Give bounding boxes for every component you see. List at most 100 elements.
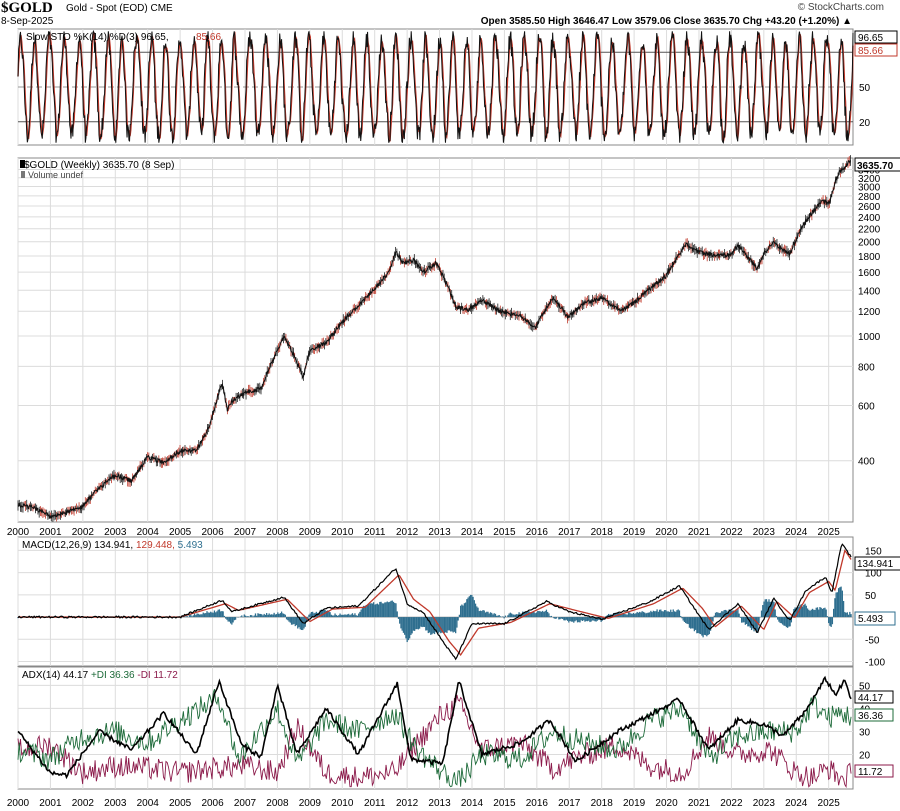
- adx-legend-minus: -DI 11.72: [137, 670, 178, 681]
- ohlc-summary: Open 3585.50 High 3646.47 Low 3579.06 Cl…: [480, 16, 852, 27]
- x-tick-label: 2012: [396, 527, 419, 538]
- plus-di-line: [17, 688, 852, 788]
- price-y-tick: 2400: [858, 213, 881, 224]
- adx-badge: [854, 690, 894, 704]
- adx-legend-main: ADX(14) 44.17: [22, 670, 91, 681]
- x-tick-label: 2003: [104, 527, 127, 538]
- macd-legend-main: MACD(12,26,9) 134.941,: [22, 540, 136, 551]
- x-tick-label: 2023: [753, 527, 776, 538]
- x-tick-label: 2025: [818, 527, 841, 538]
- x-tick-label: 2004: [137, 527, 160, 538]
- x-tick-label: 2001: [39, 527, 62, 538]
- price-y-tick: 2600: [858, 202, 881, 213]
- x-tick-label: 2025: [818, 798, 841, 809]
- x-tick-label: 2010: [331, 527, 354, 538]
- x-tick-label: 2008: [266, 527, 289, 538]
- x-tick-label: 2019: [623, 798, 646, 809]
- x-tick-label: 2000: [7, 527, 30, 538]
- symbol-title: $GOLD: [1, 0, 53, 16]
- brand-label: © StockCharts.com: [797, 2, 884, 13]
- x-tick-label: 2006: [201, 527, 224, 538]
- x-tick-label: 2014: [461, 527, 484, 538]
- macd-y-tick: -100: [865, 658, 885, 669]
- stochastic-legend: Slow STO %K(14) %D(3) 96.65,: [26, 32, 169, 43]
- x-tick-label: 2021: [688, 527, 711, 538]
- x-tick-label: 2022: [720, 527, 743, 538]
- price-y-tick: 1200: [858, 307, 881, 318]
- stochastic-d-badge: [854, 43, 898, 57]
- macd-y-tick: 150: [865, 546, 882, 557]
- macd-legend-hist: 5.493: [178, 540, 203, 551]
- x-tick-label: 2002: [72, 527, 95, 538]
- x-tick-label: 2007: [234, 527, 257, 538]
- panel-frame-macd: [17, 536, 854, 667]
- x-tick-label: 2006: [201, 798, 224, 809]
- minus-di-line: [17, 694, 852, 789]
- x-tick-label: 2021: [688, 798, 711, 809]
- x-tick-label: 2004: [137, 798, 160, 809]
- price-last-value: 3635.70: [857, 161, 894, 172]
- stochastic-k-badge: [854, 30, 898, 44]
- x-tick-label: 2002: [72, 798, 95, 809]
- x-tick-label: 2012: [396, 798, 419, 809]
- stochastic-y-tick: 20: [859, 118, 871, 129]
- volume-legend: Volume undef: [28, 170, 84, 180]
- macd-legend: MACD(12,26,9) 134.941, 129.448, 5.493: [22, 540, 203, 551]
- stochastic-k-line: [17, 29, 854, 145]
- adx-legend: ADX(14) 44.17 +DI 36.36 -DI 11.72: [22, 670, 178, 681]
- x-tick-label: 2013: [428, 798, 451, 809]
- x-tick-label: 2005: [169, 527, 192, 538]
- price-line: [17, 159, 852, 520]
- x-tick-label: 2016: [526, 798, 549, 809]
- macd-last-value: 134.941: [857, 559, 894, 570]
- adx-line: [17, 675, 852, 780]
- x-tick-label: 2011: [364, 798, 386, 809]
- x-tick-label: 2024: [785, 527, 808, 538]
- x-tick-label: 2009: [299, 798, 322, 809]
- minus-di-badge: [854, 764, 894, 778]
- x-tick-label: 2019: [623, 527, 646, 538]
- x-tick-label: 2015: [493, 798, 516, 809]
- price-y-tick: 2800: [858, 192, 881, 203]
- symbol-description: Gold - Spot (EOD) CME: [66, 3, 173, 14]
- price-y-tick: 1800: [858, 252, 881, 263]
- x-tick-label: 2009: [299, 527, 322, 538]
- macd-y-tick: 100: [865, 569, 882, 580]
- price-y-tick: 600: [858, 402, 875, 413]
- stochastic-y-tick: 50: [859, 83, 871, 94]
- macd-hist-value: 5.493: [858, 614, 883, 625]
- price-legend-icon: [20, 160, 25, 168]
- price-last-badge: [854, 157, 900, 172]
- panel-frame-price: [17, 157, 854, 523]
- x-tick-label: 2005: [169, 798, 192, 809]
- price-y-tick: 400: [858, 457, 875, 468]
- x-tick-label: 2024: [785, 798, 808, 809]
- x-tick-label: 2020: [655, 798, 678, 809]
- x-tick-label: 2011: [364, 527, 386, 538]
- x-tick-label: 2014: [461, 798, 484, 809]
- price-y-tick: 1600: [858, 268, 881, 279]
- x-tick-label: 2022: [720, 798, 743, 809]
- x-tick-label: 2020: [655, 527, 678, 538]
- price-y-tick: 2000: [858, 238, 881, 249]
- x-tick-label: 2017: [558, 527, 581, 538]
- price-legend: $GOLD (Weekly) 3635.70 (8 Sep): [24, 160, 174, 171]
- stochastic-legend-d: 85.66: [196, 32, 221, 43]
- x-tick-label: 2018: [591, 527, 614, 538]
- x-tick-label: 2007: [234, 798, 257, 809]
- adx-y-tick: 20: [859, 750, 871, 761]
- adx-y-tick: 50: [859, 681, 871, 692]
- price-y-tick: 3200: [858, 174, 881, 185]
- adx-value: 44.17: [858, 693, 883, 704]
- macd-hist-badge: [854, 611, 896, 626]
- macd-y-tick: -50: [865, 635, 880, 646]
- panel-frame-adx: [17, 666, 854, 790]
- x-tick-label: 2013: [428, 527, 451, 538]
- macd-histogram: [17, 586, 852, 643]
- macd-legend-signal: 129.448,: [136, 540, 178, 551]
- x-tick-label: 2015: [493, 527, 516, 538]
- adx-legend-plus: +DI 36.36: [91, 670, 137, 681]
- price-y-tick: 2200: [858, 225, 881, 236]
- price-y-tick: 1000: [858, 332, 881, 343]
